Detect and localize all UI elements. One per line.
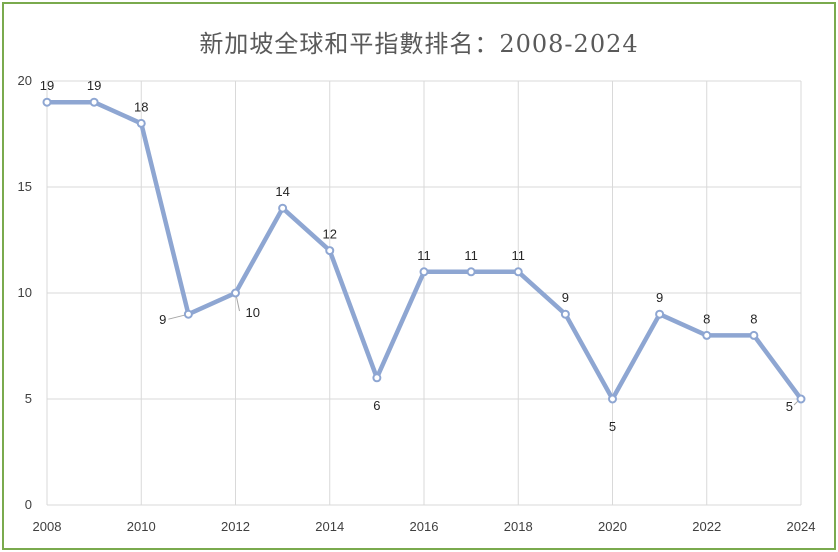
data-label-leader bbox=[168, 314, 185, 320]
data-point bbox=[136, 118, 146, 128]
x-tick-label: 2022 bbox=[692, 519, 721, 534]
y-tick-label: 20 bbox=[18, 73, 32, 88]
x-tick-label: 2010 bbox=[127, 519, 156, 534]
gridlines bbox=[46, 80, 802, 506]
data-label: 19 bbox=[40, 78, 54, 93]
data-point bbox=[89, 97, 99, 107]
data-label: 19 bbox=[87, 78, 101, 93]
chart-title: 新加坡全球和平指數排名：2008-2024 bbox=[199, 30, 639, 58]
data-point bbox=[419, 267, 429, 277]
data-label: 8 bbox=[703, 311, 710, 326]
data-point bbox=[42, 97, 52, 107]
data-label: 9 bbox=[562, 290, 569, 305]
data-point bbox=[749, 330, 759, 340]
data-point bbox=[372, 373, 382, 383]
data-point bbox=[183, 309, 193, 319]
data-point bbox=[231, 288, 240, 298]
data-label: 5 bbox=[786, 399, 793, 414]
y-axis-ticks: 0 5 10 15 20 bbox=[18, 73, 32, 512]
x-tick-label: 2024 bbox=[787, 519, 816, 534]
x-tick-label: 2020 bbox=[598, 519, 627, 534]
data-point bbox=[325, 246, 335, 256]
data-label: 8 bbox=[750, 311, 757, 326]
y-tick-label: 0 bbox=[25, 497, 32, 512]
x-tick-label: 2008 bbox=[33, 519, 62, 534]
data-labels: 19 19 18 9 10 14 12 6 11 11 11 9 5 9 8 8 5 bbox=[40, 78, 799, 434]
data-label: 11 bbox=[512, 248, 526, 263]
data-point bbox=[655, 309, 665, 319]
data-label: 5 bbox=[609, 419, 616, 434]
data-point bbox=[278, 203, 288, 213]
data-label: 6 bbox=[373, 398, 380, 413]
data-point bbox=[560, 309, 570, 319]
x-tick-label: 2016 bbox=[410, 519, 439, 534]
y-tick-label: 5 bbox=[25, 391, 32, 406]
data-point bbox=[608, 394, 617, 404]
data-point bbox=[466, 267, 476, 277]
data-label: 9 bbox=[159, 312, 166, 327]
x-tick-label: 2014 bbox=[315, 519, 344, 534]
x-tick-label: 2018 bbox=[504, 519, 533, 534]
series-group bbox=[42, 97, 806, 404]
data-label: 11 bbox=[417, 248, 431, 263]
y-tick-label: 15 bbox=[18, 179, 32, 194]
data-label-leader bbox=[793, 400, 799, 406]
data-point bbox=[702, 330, 712, 340]
data-label: 9 bbox=[656, 290, 663, 305]
data-label: 14 bbox=[275, 184, 289, 199]
data-point bbox=[513, 267, 523, 277]
data-label: 10 bbox=[246, 305, 260, 320]
x-tick-label: 2012 bbox=[221, 519, 250, 534]
data-label: 11 bbox=[464, 248, 478, 263]
x-axis-ticks: 2008 2010 2012 2014 2016 2018 2020 2022 2024 bbox=[33, 519, 816, 534]
data-label: 18 bbox=[134, 99, 148, 114]
y-tick-label: 10 bbox=[18, 285, 32, 300]
data-label: 12 bbox=[323, 227, 337, 242]
data-label-leader bbox=[236, 296, 240, 312]
data-point bbox=[796, 394, 806, 404]
